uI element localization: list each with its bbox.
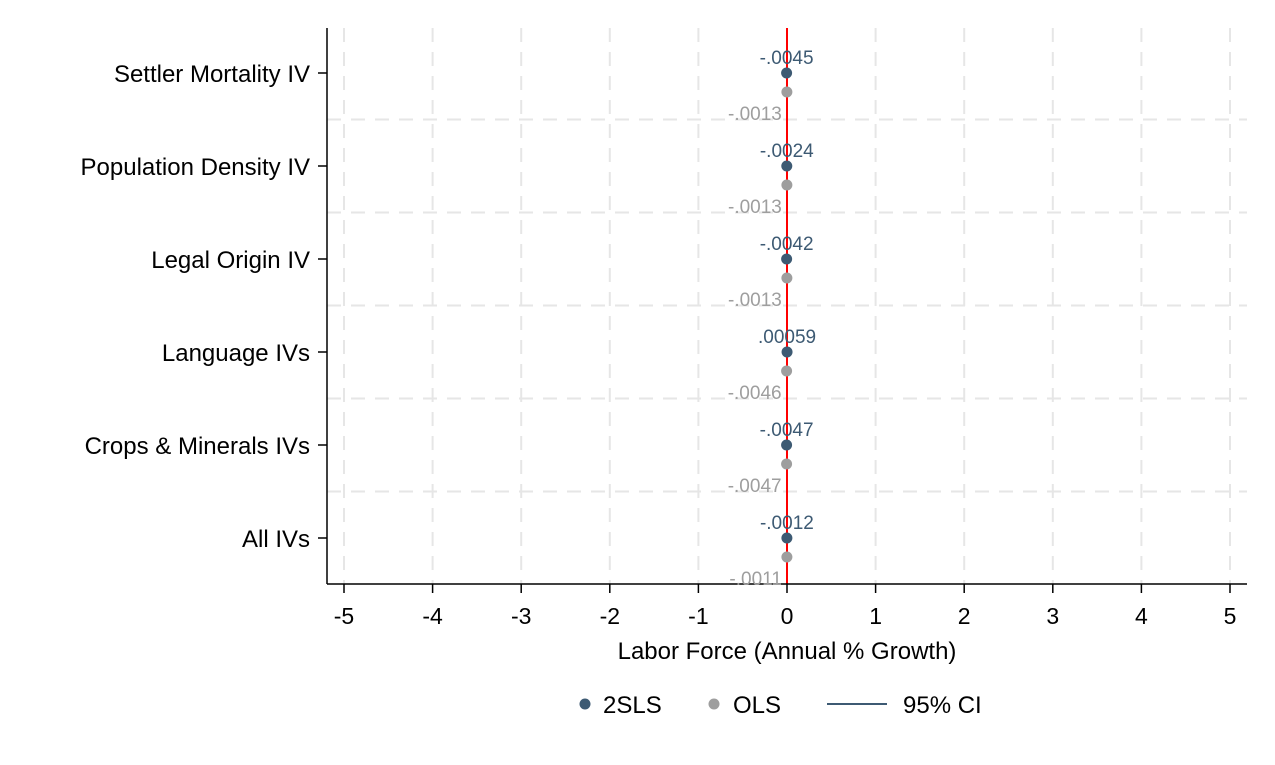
legend-label: 95% CI [903, 692, 982, 719]
data-label-2sls: -.0012 [760, 513, 814, 534]
point-2sls [781, 439, 793, 451]
x-tick-label: 1 [869, 603, 882, 629]
data-label-2sls: -.0024 [760, 141, 814, 162]
data-label-ols: -.0013 [728, 104, 782, 125]
data-label-2sls: -.0047 [760, 420, 814, 441]
x-tick-label: 3 [1046, 603, 1059, 629]
data-label-ols: -.0013 [728, 290, 782, 311]
data-marks: -.0045 -.0013 -.0024 -.0013 -.0042 -.0013 .000… [728, 48, 816, 590]
point-2sls [781, 346, 793, 358]
x-tick-label: 2 [958, 603, 971, 629]
data-label-ols: -.0011 [729, 569, 781, 590]
y-category-label: Language IVs [162, 340, 310, 367]
legend-label: 2SLS [603, 692, 662, 719]
point-2sls [781, 67, 793, 79]
data-label-ols: -.0046 [728, 383, 782, 404]
point-ols [781, 272, 793, 284]
legend: 2SLS OLS 95% CI [579, 692, 982, 719]
y-category-label: All IVs [242, 526, 310, 553]
y-category-label: Settler Mortality IV [114, 61, 310, 88]
x-tick-label: -4 [422, 603, 443, 629]
data-label-2sls: -.0042 [760, 234, 814, 255]
x-axis-title: Labor Force (Annual % Growth) [618, 638, 957, 665]
point-2sls [781, 532, 793, 544]
point-ols [781, 179, 793, 191]
data-label-2sls: -.0045 [760, 48, 814, 69]
y-category-label: Population Density IV [81, 154, 310, 181]
axes: -5 -4 -3 -2 -1 0 1 2 3 4 5 Settler Mortality IV Popu… [81, 28, 1247, 629]
point-ols [781, 365, 793, 377]
y-category-label: Crops & Minerals IVs [85, 433, 310, 460]
x-tick-label: 0 [781, 603, 794, 629]
x-tick-label: -2 [600, 603, 620, 629]
point-ols [781, 458, 793, 470]
x-tick-label: 5 [1224, 603, 1237, 629]
legend-label: OLS [733, 692, 781, 719]
data-label-ols: -.0013 [728, 197, 782, 218]
point-2sls [781, 253, 793, 265]
y-category-label: Legal Origin IV [151, 247, 310, 274]
point-2sls [781, 160, 793, 172]
x-tick-label: -1 [688, 603, 708, 629]
legend-marker-2sls [579, 698, 591, 710]
legend-marker-ols [708, 698, 720, 710]
x-tick-label: 4 [1135, 603, 1148, 629]
point-ols [781, 86, 793, 98]
data-label-ols: -.0047 [728, 476, 782, 497]
data-label-2sls: .00059 [758, 327, 816, 348]
point-ols [781, 551, 793, 563]
x-tick-label: -3 [511, 603, 531, 629]
x-tick-label: -5 [334, 603, 354, 629]
